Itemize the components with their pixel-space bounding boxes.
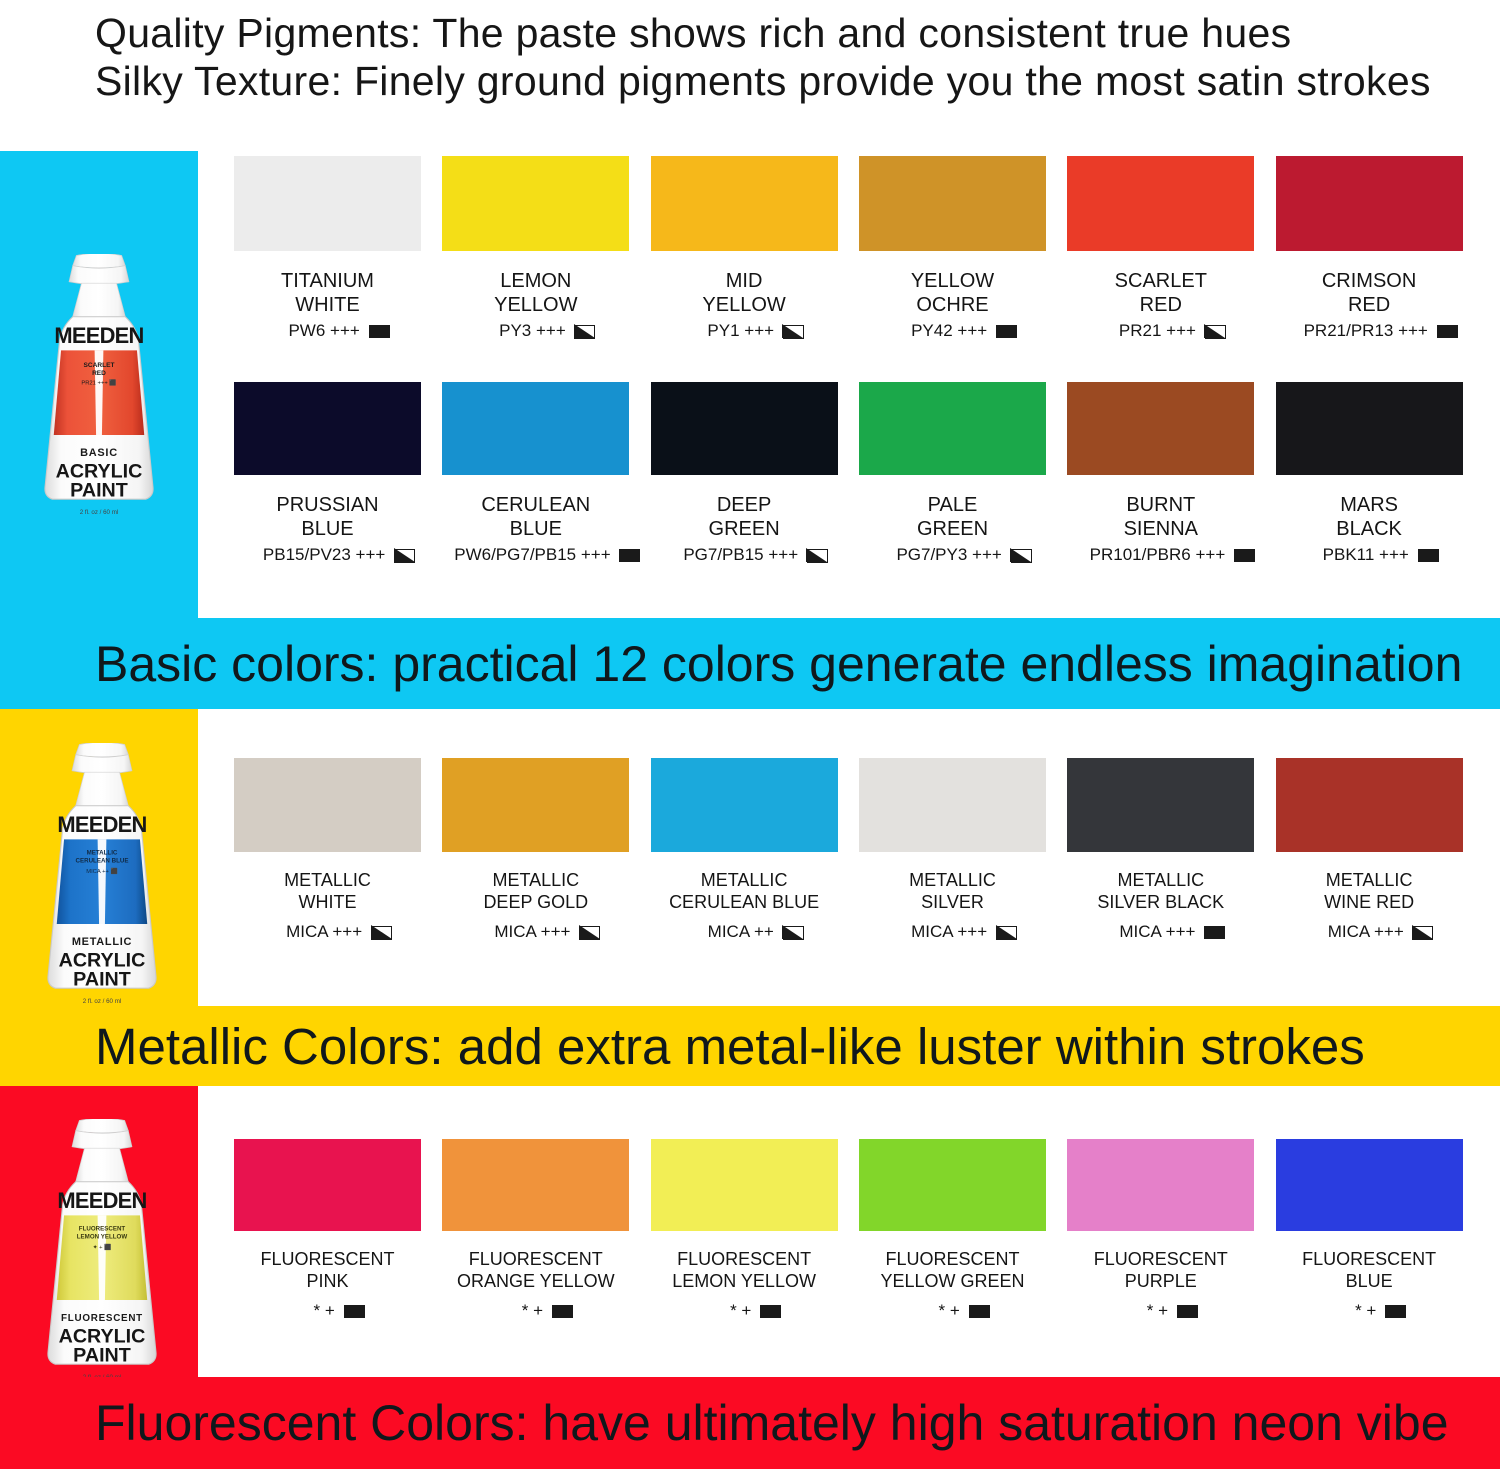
svg-text:PAINT: PAINT — [70, 479, 128, 501]
svg-text:METALLIC: METALLIC — [72, 936, 132, 948]
svg-text:PAINT: PAINT — [73, 968, 131, 990]
svg-text:RED: RED — [92, 370, 106, 377]
svg-text:PAINT: PAINT — [73, 1344, 131, 1366]
svg-text:FLUORESCENT: FLUORESCENT — [61, 1313, 143, 1324]
svg-text:LEMON YELLOW: LEMON YELLOW — [77, 1234, 128, 1241]
svg-text:METALLIC: METALLIC — [87, 850, 118, 857]
svg-text:MEEDEN: MEEDEN — [57, 1188, 146, 1213]
svg-text:2 fl. oz / 60 ml: 2 fl. oz / 60 ml — [80, 509, 119, 516]
svg-text:MEEDEN: MEEDEN — [57, 812, 146, 837]
svg-text:MEEDEN: MEEDEN — [54, 323, 143, 348]
svg-text:CERULEAN BLUE: CERULEAN BLUE — [76, 858, 129, 865]
svg-text:SCARLET: SCARLET — [84, 362, 115, 369]
svg-text:2 fl. oz / 60 ml: 2 fl. oz / 60 ml — [83, 998, 122, 1005]
svg-text:BASIC: BASIC — [80, 447, 118, 459]
svg-text:FLUORESCENT: FLUORESCENT — [79, 1226, 126, 1233]
